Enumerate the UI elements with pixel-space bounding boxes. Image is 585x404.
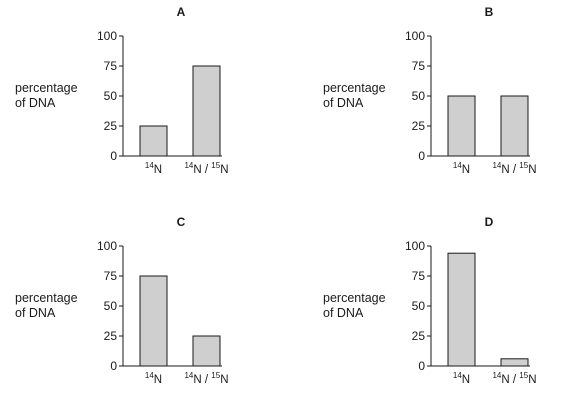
separator: / [510, 164, 520, 176]
x-category-label: 14N [145, 371, 162, 386]
x-category-label: 14N / 15N [492, 371, 536, 386]
y-axis-label-line: of DNA [15, 306, 56, 320]
chart-title: C [177, 215, 186, 229]
mass-number: 15 [519, 371, 528, 380]
y-tick-label: 100 [97, 239, 117, 253]
mass-number: 14 [184, 161, 193, 170]
element-symbol: N [154, 374, 162, 386]
y-axis-label-line: of DNA [15, 96, 56, 110]
mass-number: 14 [492, 161, 501, 170]
y-tick-label: 0 [110, 149, 117, 163]
mass-number: 15 [211, 161, 220, 170]
y-tick-label: 0 [110, 359, 117, 373]
mass-number: 14 [492, 371, 501, 380]
element-symbol: N [528, 164, 536, 176]
y-tick-label: 50 [104, 299, 118, 313]
x-category-label: 14N [453, 161, 470, 176]
y-axis-label-line: of DNA [323, 96, 364, 110]
y-tick-label: 50 [412, 299, 426, 313]
mass-number: 14 [453, 371, 462, 380]
element-symbol: N [220, 374, 228, 386]
y-tick-label: 25 [104, 329, 118, 343]
bar [192, 335, 221, 367]
chart-title: A [177, 5, 186, 19]
bar [192, 65, 221, 157]
bar [447, 252, 476, 367]
y-tick-label: 75 [104, 59, 118, 73]
y-axis-label-line: of DNA [323, 306, 364, 320]
y-axis-label: percentage of DNA [323, 291, 386, 320]
y-tick-label: 25 [412, 329, 426, 343]
y-tick-label: 0 [418, 359, 425, 373]
y-tick-label: 50 [412, 89, 426, 103]
y-tick-label: 75 [412, 269, 426, 283]
y-axis-label: percentage of DNA [15, 81, 78, 110]
mass-number: 15 [519, 161, 528, 170]
bar [139, 125, 168, 157]
y-axis-label-line: percentage [323, 291, 386, 305]
x-category-label: 14N / 15N [184, 371, 228, 386]
element-symbol: N [528, 374, 536, 386]
element-symbol: N [462, 374, 470, 386]
bar [139, 275, 168, 367]
y-tick-label: 100 [405, 29, 425, 43]
y-tick-label: 25 [412, 119, 426, 133]
y-axis-label: percentage of DNA [323, 81, 386, 110]
element-symbol: N [501, 374, 509, 386]
x-category-label: 14N [145, 161, 162, 176]
separator: / [510, 374, 520, 386]
y-tick-label: 50 [104, 89, 118, 103]
separator: / [202, 374, 212, 386]
x-category-label: 14N / 15N [184, 161, 228, 176]
element-symbol: N [220, 164, 228, 176]
mass-number: 14 [145, 371, 154, 380]
y-axis-label-line: percentage [323, 81, 386, 95]
separator: / [202, 164, 212, 176]
mass-number: 14 [453, 161, 462, 170]
mass-number: 14 [184, 371, 193, 380]
y-tick-label: 25 [104, 119, 118, 133]
chart-title: D [485, 215, 494, 229]
bar [500, 358, 529, 367]
element-symbol: N [193, 164, 201, 176]
y-tick-label: 100 [97, 29, 117, 43]
chart-title: B [485, 5, 494, 19]
element-symbol: N [501, 164, 509, 176]
y-axis-label-line: percentage [15, 81, 78, 95]
bar [500, 95, 529, 157]
element-symbol: N [193, 374, 201, 386]
y-axis-label: percentage of DNA [15, 291, 78, 320]
y-tick-label: 100 [405, 239, 425, 253]
x-category-label: 14N [453, 371, 470, 386]
mass-number: 14 [145, 161, 154, 170]
mass-number: 15 [211, 371, 220, 380]
y-tick-label: 75 [412, 59, 426, 73]
element-symbol: N [154, 164, 162, 176]
element-symbol: N [462, 164, 470, 176]
y-axis-label-line: percentage [15, 291, 78, 305]
bar [447, 95, 476, 157]
x-category-label: 14N / 15N [492, 161, 536, 176]
y-tick-label: 75 [104, 269, 118, 283]
y-tick-label: 0 [418, 149, 425, 163]
